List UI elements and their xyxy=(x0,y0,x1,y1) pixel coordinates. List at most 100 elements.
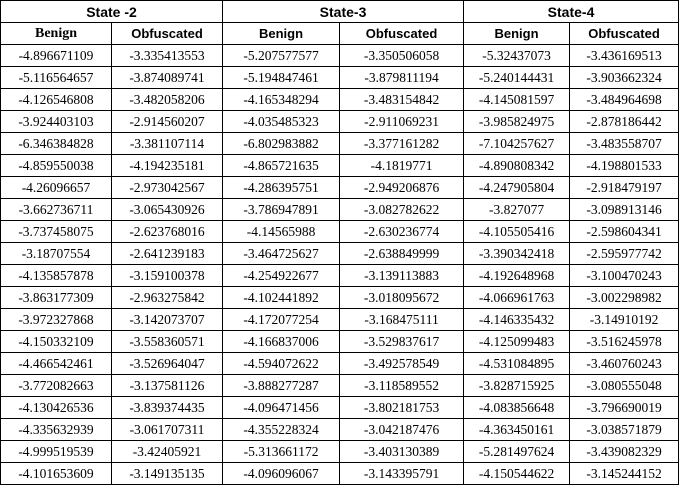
state-4-obfuscated-cell: -4.198801533 xyxy=(569,154,679,177)
state-3-obfuscated-cell: -3.403130389 xyxy=(339,440,465,463)
state-3-obfuscated-header: Obfuscated xyxy=(339,22,465,45)
state-2-obfuscated-cell: -3.839374435 xyxy=(110,396,224,419)
state-4-obfuscated-cell: -3.145244152 xyxy=(569,462,679,485)
table-row: -3.924403103 -2.914560207 -4.035485323 -2.9… xyxy=(0,110,679,133)
state-3-obfuscated-cell: -3.492578549 xyxy=(339,352,465,375)
state-3-benign-cell: -3.888277287 xyxy=(222,374,341,397)
state-4-benign-cell: -4.125099483 xyxy=(463,330,571,353)
state-4-obfuscated-cell: -2.598604341 xyxy=(569,220,679,243)
table-row: -4.859550038 -4.194235181 -4.865721635 -4.1… xyxy=(0,154,679,177)
state-4-obfuscated-cell: -3.002298982 xyxy=(569,286,679,309)
table-row: -4.26096657 -2.973042567 -4.286395751 -2.94… xyxy=(0,176,679,199)
table-row: -3.863177309 -2.963275842 -4.102441892 -3.0… xyxy=(0,286,679,309)
table-body: -4.896671109 -3.335413553 -5.207577577 -3.3… xyxy=(0,44,679,485)
state-3-obfuscated-cell: -2.638849999 xyxy=(339,242,465,265)
state-4-benign-cell: -4.066961763 xyxy=(463,286,571,309)
state-2-obfuscated-cell: -3.159100378 xyxy=(110,264,224,287)
table-row: -3.737458075 -2.623768016 -4.14565988 -2.63… xyxy=(0,220,679,243)
state-3-obfuscated-cell: -3.350506058 xyxy=(339,44,465,67)
state-2-benign-cell: -4.26096657 xyxy=(0,176,112,199)
table-row: -4.150332109 -3.558360571 -4.166837006 -3.5… xyxy=(0,330,679,353)
state-2-obfuscated-cell: -3.065430926 xyxy=(110,198,224,221)
state-4-obfuscated-cell: -3.098913146 xyxy=(569,198,679,221)
state-3-obfuscated-cell: -3.529837617 xyxy=(339,330,465,353)
state-2-benign-cell: -6.346384828 xyxy=(0,132,112,155)
state-2-header: State -2 xyxy=(0,0,224,23)
state-4-benign-cell: -4.192648968 xyxy=(463,264,571,287)
state-3-obfuscated-cell: -3.483154842 xyxy=(339,88,465,111)
table-row: -4.466542461 -3.526964047 -4.594072622 -3.4… xyxy=(0,352,679,375)
table-row: -4.135857878 -3.159100378 -4.254922677 -3.1… xyxy=(0,264,679,287)
state-2-obfuscated-cell: -2.973042567 xyxy=(110,176,224,199)
table-row: -3.772082663 -3.137581126 -3.888277287 -3.1… xyxy=(0,374,679,397)
state-2-obfuscated-cell: -2.963275842 xyxy=(110,286,224,309)
state-4-benign-cell: -3.827077 xyxy=(463,198,571,221)
state-2-benign-cell: -4.896671109 xyxy=(0,44,112,67)
state-4-obfuscated-cell: -3.080555048 xyxy=(569,374,679,397)
state-2-benign-cell: -3.863177309 xyxy=(0,286,112,309)
state-2-benign-cell: -3.662736711 xyxy=(0,198,112,221)
state-2-obfuscated-cell: -3.149135135 xyxy=(110,462,224,485)
column-header-row: Benign Obfuscated Benign Obfuscated Beni… xyxy=(0,22,679,45)
table-row: -4.896671109 -3.335413553 -5.207577577 -3.3… xyxy=(0,44,679,67)
state-3-benign-cell: -3.786947891 xyxy=(222,198,341,221)
state-4-obfuscated-cell: -3.100470243 xyxy=(569,264,679,287)
state-4-benign-cell: -3.390342418 xyxy=(463,242,571,265)
state-2-obfuscated-cell: -2.623768016 xyxy=(110,220,224,243)
state-3-benign-cell: -4.166837006 xyxy=(222,330,341,353)
table-row: -5.116564657 -3.874089741 -5.194847461 -3.8… xyxy=(0,66,679,89)
state-2-obfuscated-cell: -3.381107114 xyxy=(110,132,224,155)
table-row: -4.130426536 -3.839374435 -4.096471456 -3.8… xyxy=(0,396,679,419)
state-4-benign-cell: -4.146335432 xyxy=(463,308,571,331)
state-3-benign-cell: -4.102441892 xyxy=(222,286,341,309)
state-4-benign-cell: -4.145081597 xyxy=(463,88,571,111)
state-4-benign-cell: -4.083856648 xyxy=(463,396,571,419)
state-4-benign-cell: -4.247905804 xyxy=(463,176,571,199)
state-4-obfuscated-cell: -2.595977742 xyxy=(569,242,679,265)
state-4-obfuscated-cell: -3.436169513 xyxy=(569,44,679,67)
state-4-benign-cell: -7.104257627 xyxy=(463,132,571,155)
state-2-benign-cell: -4.335632939 xyxy=(0,418,112,441)
state-2-obfuscated-cell: -3.42405921 xyxy=(110,440,224,463)
state-3-benign-cell: -3.464725627 xyxy=(222,242,341,265)
state-3-obfuscated-cell: -3.377161282 xyxy=(339,132,465,155)
state-2-benign-cell: -3.972327868 xyxy=(0,308,112,331)
table-row: -4.999519539 -3.42405921 -5.313661172 -3.40… xyxy=(0,440,679,463)
state-3-benign-cell: -4.286395751 xyxy=(222,176,341,199)
state-2-obfuscated-header: Obfuscated xyxy=(110,22,224,45)
state-4-obfuscated-cell: -3.516245978 xyxy=(569,330,679,353)
state-4-benign-cell: -5.240144431 xyxy=(463,66,571,89)
state-4-benign-cell: -3.828715925 xyxy=(463,374,571,397)
state-2-benign-header: Benign xyxy=(0,22,112,45)
state-2-benign-cell: -3.772082663 xyxy=(0,374,112,397)
table-row: -3.18707554 -2.641239183 -3.464725627 -2.63… xyxy=(0,242,679,265)
table-row: -4.335632939 -3.061707311 -4.355228324 -3.0… xyxy=(0,418,679,441)
state-3-header: State-3 xyxy=(222,0,465,23)
state-4-obfuscated-cell: -3.483558707 xyxy=(569,132,679,155)
state-4-benign-cell: -5.281497624 xyxy=(463,440,571,463)
state-3-obfuscated-cell: -2.949206876 xyxy=(339,176,465,199)
state-4-obfuscated-cell: -3.439082329 xyxy=(569,440,679,463)
state-3-obfuscated-cell: -3.139113883 xyxy=(339,264,465,287)
state-3-benign-cell: -4.594072622 xyxy=(222,352,341,375)
state-4-header: State-4 xyxy=(463,0,679,23)
state-2-benign-cell: -4.135857878 xyxy=(0,264,112,287)
state-3-obfuscated-cell: -3.168475111 xyxy=(339,308,465,331)
state-3-benign-header: Benign xyxy=(222,22,341,45)
state-3-obfuscated-cell: -3.143395791 xyxy=(339,462,465,485)
state-4-obfuscated-cell: -3.796690019 xyxy=(569,396,679,419)
state-3-benign-cell: -4.865721635 xyxy=(222,154,341,177)
state-3-benign-cell: -5.194847461 xyxy=(222,66,341,89)
state-3-benign-cell: -4.14565988 xyxy=(222,220,341,243)
state-2-benign-cell: -4.150332109 xyxy=(0,330,112,353)
table-row: -4.126546808 -3.482058206 -4.165348294 -3.4… xyxy=(0,88,679,111)
state-3-benign-cell: -4.172077254 xyxy=(222,308,341,331)
state-2-obfuscated-cell: -3.482058206 xyxy=(110,88,224,111)
state-3-obfuscated-cell: -3.018095672 xyxy=(339,286,465,309)
state-3-benign-cell: -4.254922677 xyxy=(222,264,341,287)
state-2-obfuscated-cell: -4.194235181 xyxy=(110,154,224,177)
state-3-obfuscated-cell: -3.082782622 xyxy=(339,198,465,221)
state-4-benign-cell: -3.985824975 xyxy=(463,110,571,133)
state-2-obfuscated-cell: -3.142073707 xyxy=(110,308,224,331)
state-4-benign-cell: -4.890808342 xyxy=(463,154,571,177)
